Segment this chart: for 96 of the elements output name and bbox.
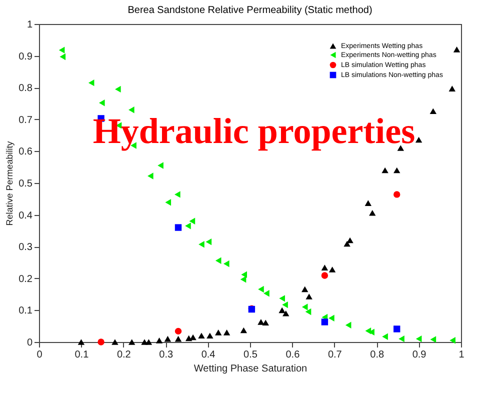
point [279,295,285,302]
point [321,264,328,270]
y-tick-label: 0.4 [18,210,33,222]
y-tick-label: 0.3 [18,242,33,254]
point [158,162,164,169]
point [264,290,270,297]
point [145,339,152,345]
point [302,304,308,310]
point [302,286,308,292]
point [206,332,214,339]
point [321,318,328,326]
point [198,332,205,339]
chart-title: Berea Sandstone Relative Permeability (Static method) [128,5,372,16]
point [258,286,264,293]
point [223,260,230,268]
point [321,272,328,279]
point [282,310,290,316]
point [174,191,180,198]
point [345,322,352,328]
point [185,222,191,230]
x-tick-label: 0.8 [370,350,384,360]
x-axis-title: Wetting Phase Saturation [194,364,308,374]
y-tick-label: 0.2 [18,274,33,285]
point [88,79,94,86]
y-tick-label: 0.9 [18,51,33,62]
point [346,237,354,244]
point [344,240,350,247]
x-tick-label: 0.5 [244,350,258,360]
x-tick-label: 1 [458,350,465,360]
point [128,339,136,345]
point [278,307,286,314]
point [189,218,196,225]
x-tick-label: 0.3 [159,350,174,360]
point [398,335,404,342]
x-tick-label: 0.7 [328,350,342,360]
point [206,238,212,246]
point [240,276,246,283]
point [223,330,230,336]
point [165,199,172,206]
point [115,86,121,93]
point [60,53,66,60]
point [305,308,312,316]
point [394,167,400,174]
point [128,106,134,114]
point [240,327,248,334]
point [448,86,456,92]
point [58,46,65,54]
x-tick-label: 0.1 [74,350,90,360]
point [174,224,182,231]
point [174,328,182,335]
point [258,319,264,325]
point [98,100,105,106]
point [415,136,422,143]
point [328,314,334,322]
point [306,294,312,300]
point [112,339,118,345]
annotation: Hydraulic properties [92,111,416,151]
y-tick-label: 0.8 [18,83,33,94]
point [78,339,85,345]
point [164,336,172,342]
point [364,200,372,206]
point [156,338,163,344]
point [185,335,192,342]
y-tick-label: 0.6 [18,146,33,158]
point [382,167,388,174]
point [450,337,456,344]
y-tick-label: 0 [26,338,33,348]
point [215,257,222,264]
y-axis-title: Relative Permeability [4,140,15,226]
x-tick-label: 0.9 [412,350,427,360]
point [416,335,422,342]
point [282,301,288,308]
point [430,108,436,114]
point [394,326,400,332]
point [148,172,154,180]
point [328,266,336,272]
y-tick-label: 0.5 [18,178,33,190]
x-tick-label: 0.2 [116,350,132,360]
point [369,210,376,216]
point [241,271,247,278]
point [98,338,104,346]
point [453,46,460,52]
point [382,333,388,340]
y-tick-label: 1 [26,20,33,30]
point [214,330,222,336]
point [394,191,400,198]
y-tick-label: 0.1 [18,306,33,317]
x-tick-label: 0.4 [201,350,216,360]
x-tick-label: 0 [36,350,43,360]
point [430,336,436,343]
point [190,334,196,340]
x-tick-label: 0.6 [286,350,300,360]
y-tick-label: 0.7 [18,114,33,126]
point [262,320,269,326]
point [198,241,204,248]
point [174,336,182,342]
